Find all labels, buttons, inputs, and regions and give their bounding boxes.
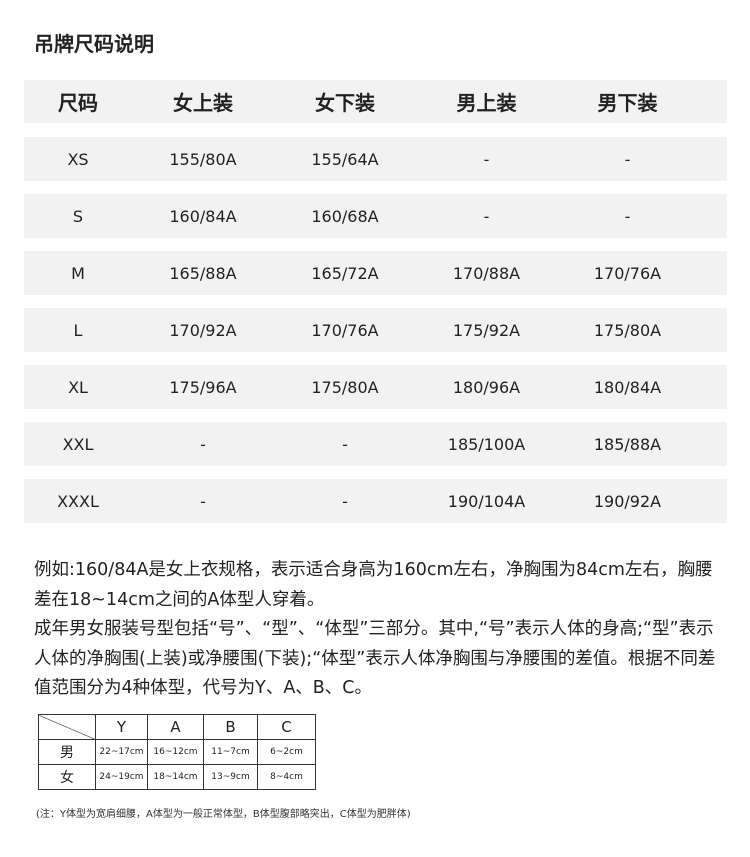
cell: - [200, 491, 206, 511]
cell: 170/88A [452, 263, 521, 283]
cell: - [483, 149, 490, 169]
cell: 175/96A [169, 377, 237, 397]
cell: - [200, 434, 206, 454]
body-type-table: Y A B C 男 22~17cm 16~12cm 11~7cm 6~2cm 女… [38, 714, 316, 790]
cell: 175/80A [311, 377, 379, 397]
cell: 175/80A [593, 320, 662, 340]
cell: 185/100A [447, 434, 526, 454]
page-title: 吊牌尺码说明 [34, 32, 154, 56]
cell: 185/88A [593, 434, 662, 454]
cell: 24~19cm [95, 764, 148, 790]
cell: 13~9cm [203, 764, 258, 790]
cell: L [73, 320, 83, 340]
header-cell: C [257, 714, 316, 740]
cell: 190/92A [593, 491, 662, 511]
row-label: 女 [38, 764, 96, 790]
cell: 11~7cm [203, 739, 258, 765]
cell: S [72, 206, 84, 226]
size-row: L 170/92A 170/76A 175/92A 175/80A [24, 308, 727, 352]
cell: 175/92A [452, 320, 521, 340]
footnote: (注：Y体型为宽肩细腰，A体型为一般正常体型，B体型腹部略突出，C体型为肥胖体) [36, 809, 411, 820]
cell: 22~17cm [95, 739, 148, 765]
cell: 6~2cm [257, 739, 316, 765]
cell: 180/84A [593, 377, 662, 397]
cell: 160/68A [311, 206, 379, 226]
row-label: 男 [38, 739, 96, 765]
cell: - [624, 206, 631, 226]
size-row: XL 175/96A 175/80A 180/96A 180/84A [24, 365, 727, 409]
size-table: 尺码 女上装 女下装 男上装 男下装 XS 155/80A 155/64A - - S 16… [24, 80, 727, 536]
cell: 170/92A [169, 320, 237, 340]
paragraph: 成年男女服装号型包括“号”、“型”、“体型”三部分。其中,“号”表示人体的身高;… [34, 619, 716, 698]
header-cell: A [147, 714, 204, 740]
cell: - [483, 206, 490, 226]
cell: 155/64A [311, 149, 379, 169]
cell: XXXL [57, 491, 99, 511]
size-row: XXL - - 185/100A 185/88A [24, 422, 727, 466]
cell: 190/104A [447, 491, 526, 511]
cell: 18~14cm [147, 764, 204, 790]
paragraph: 例如:160/84A是女上衣规格，表示适合身高为160cm左右，净胸围为84cm… [34, 560, 713, 610]
size-row: M 165/88A 165/72A 170/88A 170/76A [24, 251, 727, 295]
cell: XXL [62, 434, 94, 454]
cell: 155/80A [169, 149, 237, 169]
size-row: XS 155/80A 155/64A - - [24, 137, 727, 181]
header-cell: 女上装 [173, 91, 233, 115]
size-row: XXXL - - 190/104A 190/92A [24, 479, 727, 523]
cell: 16~12cm [147, 739, 204, 765]
size-table-header: 尺码 女上装 女下装 男上装 男下装 [24, 80, 727, 123]
cell: XS [67, 149, 89, 169]
cell: 8~4cm [257, 764, 316, 790]
cell: - [342, 491, 348, 511]
cell: 170/76A [593, 263, 662, 283]
cell: - [342, 434, 348, 454]
diagonal-header-cell [38, 714, 96, 740]
header-cell: B [203, 714, 258, 740]
header-cell: 女下装 [315, 91, 375, 115]
header-cell: Y [95, 714, 148, 740]
cell: 165/72A [311, 263, 379, 283]
cell: M [71, 263, 85, 283]
cell: 160/84A [169, 206, 237, 226]
cell: 180/96A [452, 377, 521, 397]
cell: - [624, 149, 631, 169]
header-cell: 男上装 [456, 91, 517, 115]
cell: 170/76A [311, 320, 379, 340]
description: 例如:160/84A是女上衣规格，表示适合身高为160cm左右，净胸围为84cm… [34, 556, 724, 704]
header-cell: 尺码 [58, 91, 98, 115]
header-cell: 男下装 [597, 91, 658, 115]
cell: XL [68, 377, 88, 397]
cell: 165/88A [169, 263, 237, 283]
size-row: S 160/84A 160/68A - - [24, 194, 727, 238]
